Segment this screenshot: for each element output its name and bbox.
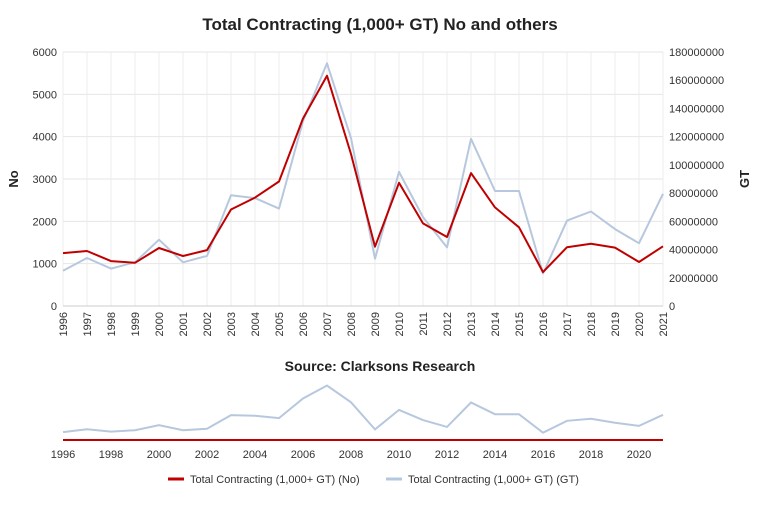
y-right-tick-label: 160000000 [669,75,724,87]
legend-label: Total Contracting (1,000+ GT) (No) [190,474,360,486]
navigator-tick-label: 2000 [147,449,171,461]
x-tick-label: 2012 [442,312,454,336]
y-right-tick-label: 100000000 [669,160,724,172]
navigator-tick-label: 2014 [483,449,507,461]
x-tick-label: 2009 [370,312,382,336]
y-right-tick-label: 120000000 [669,132,724,144]
x-tick-label: 2008 [346,312,358,336]
y-right-tick-label: 0 [669,301,675,313]
y-left-tick-label: 1000 [33,259,57,271]
navigator-tick-label: 2020 [627,449,651,461]
y-right-tick-label: 180000000 [669,47,724,59]
chart-title: Total Contracting (1,000+ GT) No and oth… [202,15,557,34]
series-line-no [62,74,664,274]
x-tick-label: 2006 [298,312,310,336]
navigator-tick-label: 1998 [99,449,123,461]
y-left-tick-label: 2000 [33,216,57,228]
chart-subtitle: Source: Clarksons Research [285,358,476,374]
x-tick-label: 2013 [466,312,478,336]
x-tick-label: 2001 [178,312,190,336]
navigator-tick-label: 2002 [195,449,219,461]
x-tick-label: 2000 [154,312,166,336]
x-tick-label: 2010 [394,312,406,336]
navigator-tick-label: 2018 [579,449,603,461]
legend-label: Total Contracting (1,000+ GT) (GT) [408,474,579,486]
x-tick-label: 2019 [610,312,622,336]
x-tick-label: 2014 [490,312,502,336]
navigator-tick-label: 2004 [243,449,267,461]
x-tick-label: 2011 [418,312,430,336]
y-right-tick-label: 80000000 [669,188,718,200]
x-tick-label: 2021 [658,312,670,336]
y-left-axis-label: No [6,170,21,187]
x-tick-label: 1996 [58,312,70,336]
x-tick-label: 2005 [274,312,286,336]
x-tick-label: 2007 [322,312,334,336]
x-tick-label: 2020 [634,312,646,336]
x-tick-label: 1998 [106,312,118,336]
x-tick-label: 2018 [586,312,598,336]
y-left-tick-label: 6000 [33,47,57,59]
y-left-tick-label: 0 [51,301,57,313]
y-left-tick-label: 5000 [33,89,57,101]
navigator-line-gt [62,384,664,434]
y-right-axis-label: GT [737,170,752,188]
y-right-tick-label: 20000000 [669,273,718,285]
navigator-tick-label: 2012 [435,449,459,461]
x-tick-label: 2015 [514,312,526,336]
x-tick-label: 2017 [562,312,574,336]
navigator-tick-label: 2010 [387,449,411,461]
y-right-tick-label: 40000000 [669,245,718,257]
x-tick-label: 1997 [82,312,94,336]
y-left-tick-label: 3000 [33,174,57,186]
y-right-tick-label: 60000000 [669,216,718,228]
x-tick-label: 1999 [130,312,142,336]
y-right-tick-label: 140000000 [669,103,724,115]
y-left-tick-label: 4000 [33,132,57,144]
x-tick-label: 2016 [538,312,550,336]
navigator-tick-label: 1996 [51,449,75,461]
navigator-tick-label: 2006 [291,449,315,461]
x-tick-label: 2003 [226,312,238,336]
navigator-tick-label: 2008 [339,449,363,461]
x-tick-label: 2002 [202,312,214,336]
x-tick-label: 2004 [250,312,262,336]
navigator-tick-label: 2016 [531,449,555,461]
